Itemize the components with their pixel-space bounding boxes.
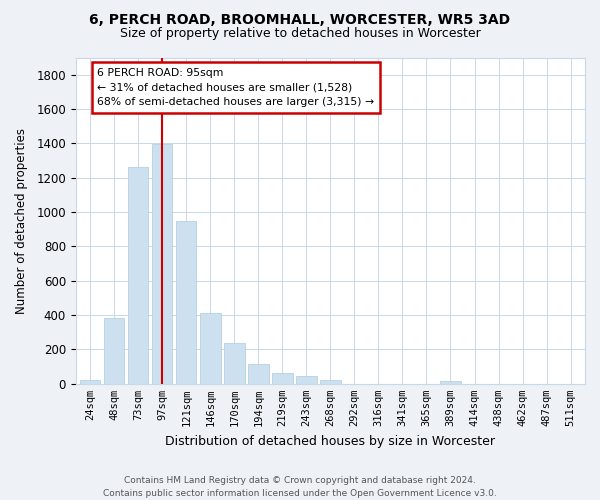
Y-axis label: Number of detached properties: Number of detached properties [15, 128, 28, 314]
Text: 6, PERCH ROAD, BROOMHALL, WORCESTER, WR5 3AD: 6, PERCH ROAD, BROOMHALL, WORCESTER, WR5… [89, 12, 511, 26]
Bar [128, 168, 148, 384]
Text: Contains HM Land Registry data © Crown copyright and database right 2024.
Contai: Contains HM Land Registry data © Crown c… [103, 476, 497, 498]
Bar [200, 314, 221, 384]
Text: Size of property relative to detached houses in Worcester: Size of property relative to detached ho… [119, 28, 481, 40]
Bar [248, 364, 269, 384]
Bar [320, 380, 341, 384]
Bar [152, 144, 172, 384]
Text: 6 PERCH ROAD: 95sqm
← 31% of detached houses are smaller (1,528)
68% of semi-det: 6 PERCH ROAD: 95sqm ← 31% of detached ho… [97, 68, 374, 108]
Bar [176, 220, 196, 384]
Bar [104, 318, 124, 384]
Bar [80, 380, 100, 384]
Bar [440, 381, 461, 384]
Bar [272, 372, 293, 384]
Bar [296, 376, 317, 384]
Bar [224, 344, 245, 384]
X-axis label: Distribution of detached houses by size in Worcester: Distribution of detached houses by size … [166, 434, 496, 448]
